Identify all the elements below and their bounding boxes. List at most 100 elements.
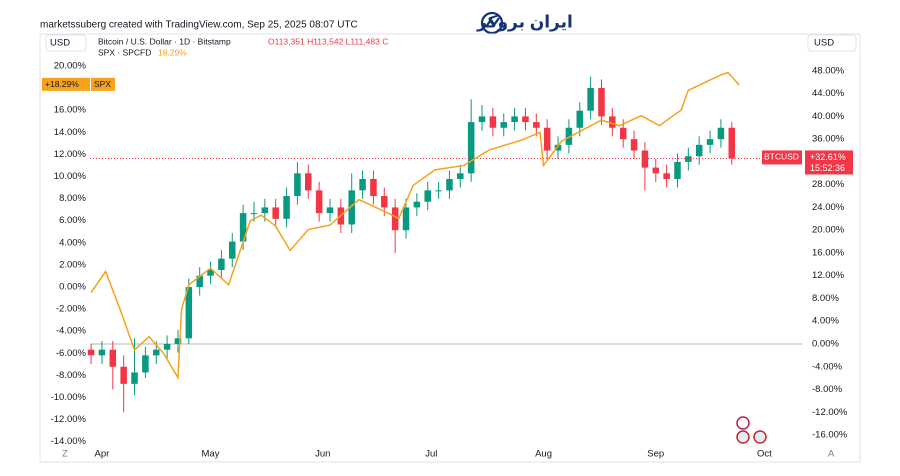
candle-body (207, 270, 214, 276)
candle-body (305, 173, 312, 191)
line (90, 71, 740, 381)
y-tick-label: 12.00% (54, 149, 87, 160)
candle-body (424, 190, 431, 202)
y-tick-label: 2.00% (59, 259, 86, 270)
series-name: BTCUSD (764, 152, 799, 162)
y2-tick-label: 0.00% (812, 339, 839, 350)
currency-box (45, 34, 87, 52)
candle-body (142, 355, 149, 373)
y-tick-label: 8.00% (59, 193, 86, 204)
axis-label-box (42, 77, 90, 91)
candle-body (630, 139, 638, 151)
candle-body (706, 139, 714, 145)
x-tick-label: Aug (535, 449, 552, 460)
candle-body (218, 258, 225, 271)
candle-body (598, 87, 605, 117)
y2-tick-label: 48.00% (812, 65, 845, 76)
y-tick-label: -4.00% (56, 326, 87, 337)
y-tick-label: 4.00% (59, 237, 86, 248)
candle-body (695, 144, 703, 157)
candle-body (511, 116, 518, 123)
x-tick-label: Oct (757, 449, 772, 460)
axis-value-label: +18.29% (45, 79, 79, 89)
candle-body (478, 116, 486, 123)
candle-body (489, 116, 497, 128)
y-tick-label: 14.00% (54, 127, 87, 138)
candle-body (163, 343, 171, 350)
candle-body (109, 349, 117, 367)
last-price-box (762, 150, 802, 165)
axis-label-box (91, 77, 115, 91)
candle-body (663, 173, 670, 179)
y-tick-label: -14.00% (51, 436, 87, 447)
candles (87, 76, 736, 413)
candle-body (435, 190, 442, 192)
y2-tick-label: 40.00% (812, 111, 845, 122)
candle-body (652, 167, 660, 174)
candle-body (619, 127, 627, 140)
candle-body (326, 207, 334, 214)
x-tick-label: Jul (425, 449, 437, 460)
y2-tick-label: 36.00% (812, 134, 845, 145)
candle-body (717, 127, 725, 140)
candle-body (565, 127, 573, 145)
legend-btc: Bitcoin / U.S. Dollar · 1D · Bitstamp (98, 36, 231, 46)
legend-ohlc: O113,351 H113,542 L111,483 C (268, 36, 388, 46)
candle-body (294, 173, 301, 197)
candle-body (315, 190, 323, 214)
candle-body (587, 87, 594, 111)
y2-tick-label: 28.00% (812, 179, 845, 190)
x-tick-label: Sep (647, 449, 664, 460)
candle-body (239, 213, 247, 242)
candle-body (272, 207, 279, 219)
y-tick-label: 0.00% (59, 282, 86, 293)
y2-tick-label: -12.00% (812, 407, 848, 418)
candle-body (185, 287, 193, 339)
y-tick-label: 6.00% (59, 215, 86, 226)
candle-body (381, 196, 388, 208)
candle-body (391, 207, 399, 231)
y2-tick-label: 16.00% (812, 247, 845, 258)
candle-body (641, 150, 649, 168)
candle-body (457, 173, 464, 179)
candle-body (533, 122, 540, 128)
currency-left: USD (50, 38, 70, 49)
y-tick-label: 16.00% (54, 105, 87, 116)
y2-tick-label: -4.00% (812, 361, 843, 372)
x-tick-label: Jun (315, 449, 330, 460)
candle-body (152, 349, 160, 356)
y2-tick-label: 12.00% (812, 270, 845, 281)
logo-arrow (485, 17, 500, 28)
candle-body (467, 122, 475, 174)
y2-tick-label: -16.00% (812, 430, 848, 441)
x-tick-label: May (202, 449, 220, 460)
x-tick-label: Apr (95, 449, 110, 460)
currency-right: USD (814, 38, 834, 49)
candle-body (674, 161, 681, 179)
candle-body (543, 127, 551, 151)
y-tick-label: -2.00% (56, 304, 87, 315)
credit: marketssuberg created with TradingView.c… (40, 20, 358, 31)
candle-body (370, 178, 377, 197)
y-tick-label: 20.00% (54, 60, 87, 71)
countdown: 15:52:36 (810, 163, 845, 173)
y2-tick-label: 44.00% (812, 88, 845, 99)
candle-body (402, 207, 410, 231)
candle-body (250, 213, 258, 215)
event-icons (736, 416, 767, 444)
event-icon (753, 430, 767, 444)
corner-right: A (828, 449, 835, 460)
event-icon (736, 430, 750, 444)
y2-tick-label: 24.00% (812, 202, 845, 213)
y2-tick-label: 8.00% (812, 293, 839, 304)
candle-body (228, 241, 236, 259)
y-tick-label: -10.00% (51, 392, 87, 403)
candle-body (174, 338, 182, 344)
candle-body (359, 178, 366, 191)
event-icon (736, 416, 750, 430)
last-price-label: +32.61% (810, 152, 846, 162)
candle-body (554, 144, 562, 151)
candle-body (87, 349, 95, 356)
